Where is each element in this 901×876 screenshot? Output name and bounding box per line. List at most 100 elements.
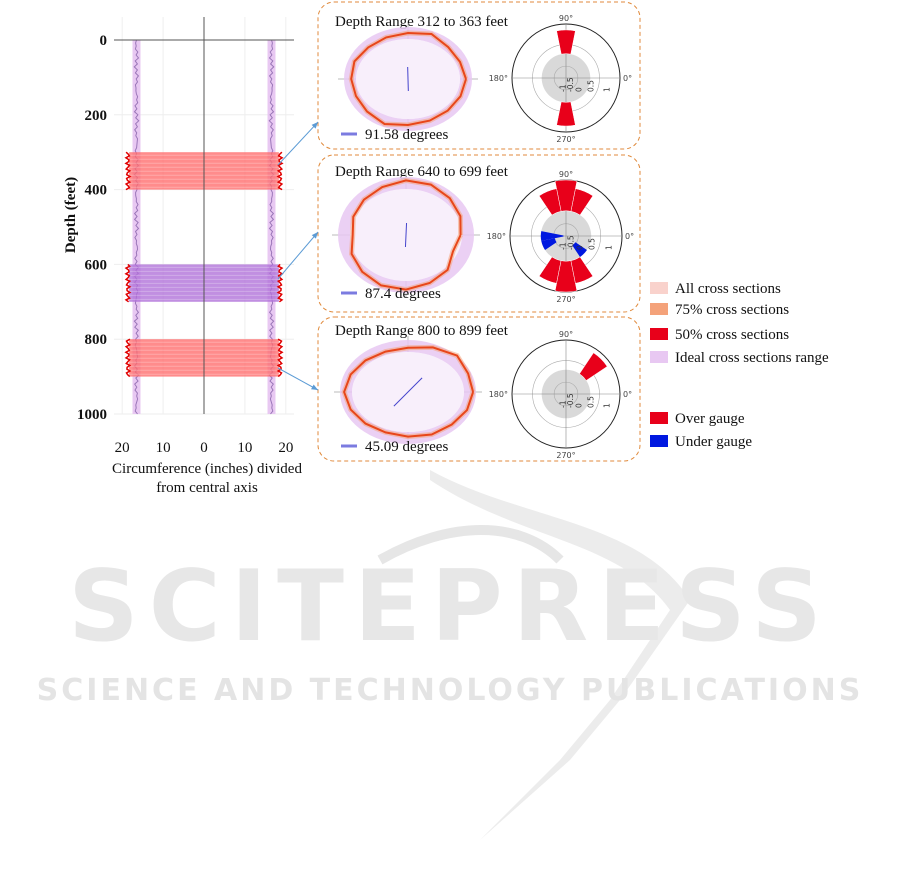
polar-label-right: 0° xyxy=(623,390,632,399)
watermark-logo xyxy=(430,470,690,840)
legend-swatch xyxy=(650,412,668,424)
legend-swatch xyxy=(650,351,668,363)
polar-radial-label: 1 xyxy=(603,87,612,92)
polar-label-left: 180° xyxy=(489,74,508,83)
y-tick-label: 1000 xyxy=(77,407,107,423)
polar-label-right: 0° xyxy=(625,232,634,241)
orientation-legend-label: 91.58 degrees xyxy=(365,127,448,143)
rose-over-gauge-sector xyxy=(556,101,576,127)
connector-line xyxy=(277,121,319,166)
polar-radial-label: -1 xyxy=(558,84,567,92)
panel-1-frame xyxy=(317,1,641,150)
legend-swatch xyxy=(650,303,668,315)
panel-title: Depth Range 640 to 699 feet xyxy=(335,164,509,180)
x-tick-label: 10 xyxy=(156,440,171,456)
x-axis-title-line-2: from central axis xyxy=(156,480,258,496)
x-axis-title-line-1: Circumference (inches) divided xyxy=(112,461,302,477)
panel-title: Depth Range 800 to 899 feet xyxy=(335,323,509,339)
polar-radial-label: 1 xyxy=(605,245,614,250)
panel-3: Depth Range 800 to 899 feet 45.09 degrees… xyxy=(334,323,632,460)
orientation-line xyxy=(407,66,409,92)
panel-1: Depth Range 312 to 363 feet 91.58 degrees… xyxy=(335,14,632,144)
panel-2: Depth Range 640 to 699 feet 87.4 degrees 9… xyxy=(332,164,634,304)
connector-line xyxy=(277,231,319,280)
polar-radial-label: 0.5 xyxy=(588,238,597,250)
polar-radial-label: 1 xyxy=(603,403,612,408)
connector-line xyxy=(277,367,319,391)
y-tick-label: 800 xyxy=(85,332,108,348)
connector-arrowhead xyxy=(311,384,318,390)
panel-2-frame xyxy=(317,154,641,313)
legend-label: 50% cross sections xyxy=(675,327,789,343)
polar-label-left: 180° xyxy=(487,232,506,241)
ideal-band-right xyxy=(267,40,276,414)
y-tick-label: 0 xyxy=(100,33,108,49)
polar-label-top: 90° xyxy=(559,14,573,23)
polar-radial-label: -0.5 xyxy=(566,393,575,408)
watermark: SCITEPRESS SCIENCE AND TECHNOLOGY PUBLIC… xyxy=(37,470,864,840)
watermark-logo-line xyxy=(377,525,564,565)
legend: All cross sections 75% cross sections 50% … xyxy=(650,281,829,450)
y-tick-label: 600 xyxy=(85,257,108,273)
cross-section-50 xyxy=(350,31,467,127)
orientation-legend-label: 87.4 degrees xyxy=(365,286,441,302)
orientation-legend-label: 45.09 degrees xyxy=(365,439,448,455)
highlight-band-edge xyxy=(276,151,284,191)
legend-label: Ideal cross sections range xyxy=(675,350,829,366)
legend-label: Under gauge xyxy=(675,434,752,450)
polar-label-top: 90° xyxy=(559,330,573,339)
connectors xyxy=(277,121,319,391)
rose-over-gauge-sector xyxy=(579,352,608,381)
polar-radial-label: 0 xyxy=(575,87,584,92)
polar-label-bottom: 270° xyxy=(556,135,575,144)
polar-radial-label: 0 xyxy=(575,403,584,408)
rose-over-gauge-sector xyxy=(554,179,578,212)
legend-swatch xyxy=(650,282,668,294)
rose-over-gauge-sector xyxy=(554,260,578,293)
rose-over-gauge-sector xyxy=(538,188,562,216)
polar-radial-label: -0.5 xyxy=(566,77,575,92)
orientation-line xyxy=(404,222,408,248)
rose-under-gauge-sector xyxy=(540,231,564,241)
watermark-title: SCITEPRESS xyxy=(68,550,832,664)
legend-swatch xyxy=(650,435,668,447)
rose-under-gauge-sector xyxy=(541,238,557,251)
connector-arrowhead xyxy=(311,232,318,239)
orientation-line xyxy=(393,377,423,407)
rose-over-gauge-sector xyxy=(570,256,594,284)
polar-label-top: 90° xyxy=(559,170,573,179)
polar-label-right: 0° xyxy=(623,74,632,83)
polar-radial-label: -1 xyxy=(559,242,568,250)
y-tick-label: 200 xyxy=(85,108,108,124)
x-tick-label: 10 xyxy=(237,440,252,456)
polar-radial-label: 0 xyxy=(575,245,584,250)
y-axis-title: Depth (feet) xyxy=(63,177,79,253)
panel-title: Depth Range 312 to 363 feet xyxy=(335,14,509,30)
polar-radial-label: -0.5 xyxy=(566,235,575,250)
rose-over-gauge-sector xyxy=(556,29,576,55)
ideal-band-left xyxy=(132,40,141,414)
polar-radial-label: -1 xyxy=(558,400,567,408)
y-tick-label: 400 xyxy=(85,183,108,199)
polar-label-bottom: 270° xyxy=(556,451,575,460)
polar-label-bottom: 270° xyxy=(556,295,575,304)
x-tick-label: 20 xyxy=(115,440,130,456)
legend-label: Over gauge xyxy=(675,411,745,427)
highlight-band-edge xyxy=(276,263,284,303)
x-tick-label: 20 xyxy=(278,440,293,456)
cross-section-50 xyxy=(350,179,462,291)
cross-section-50 xyxy=(343,346,475,438)
legend-swatch xyxy=(650,328,668,340)
polar-label-left: 180° xyxy=(489,390,508,399)
x-tick-label: 0 xyxy=(200,440,208,456)
highlight-band-edge xyxy=(124,151,132,191)
legend-label: All cross sections xyxy=(675,281,781,297)
watermark-subtitle: SCIENCE AND TECHNOLOGY PUBLICATIONS xyxy=(37,673,864,708)
highlight-band-edge xyxy=(124,263,132,303)
highlight-band-edge xyxy=(124,338,132,378)
legend-label: 75% cross sections xyxy=(675,302,789,318)
polar-radial-label: 0.5 xyxy=(586,396,595,408)
connector-arrowhead xyxy=(311,122,318,129)
